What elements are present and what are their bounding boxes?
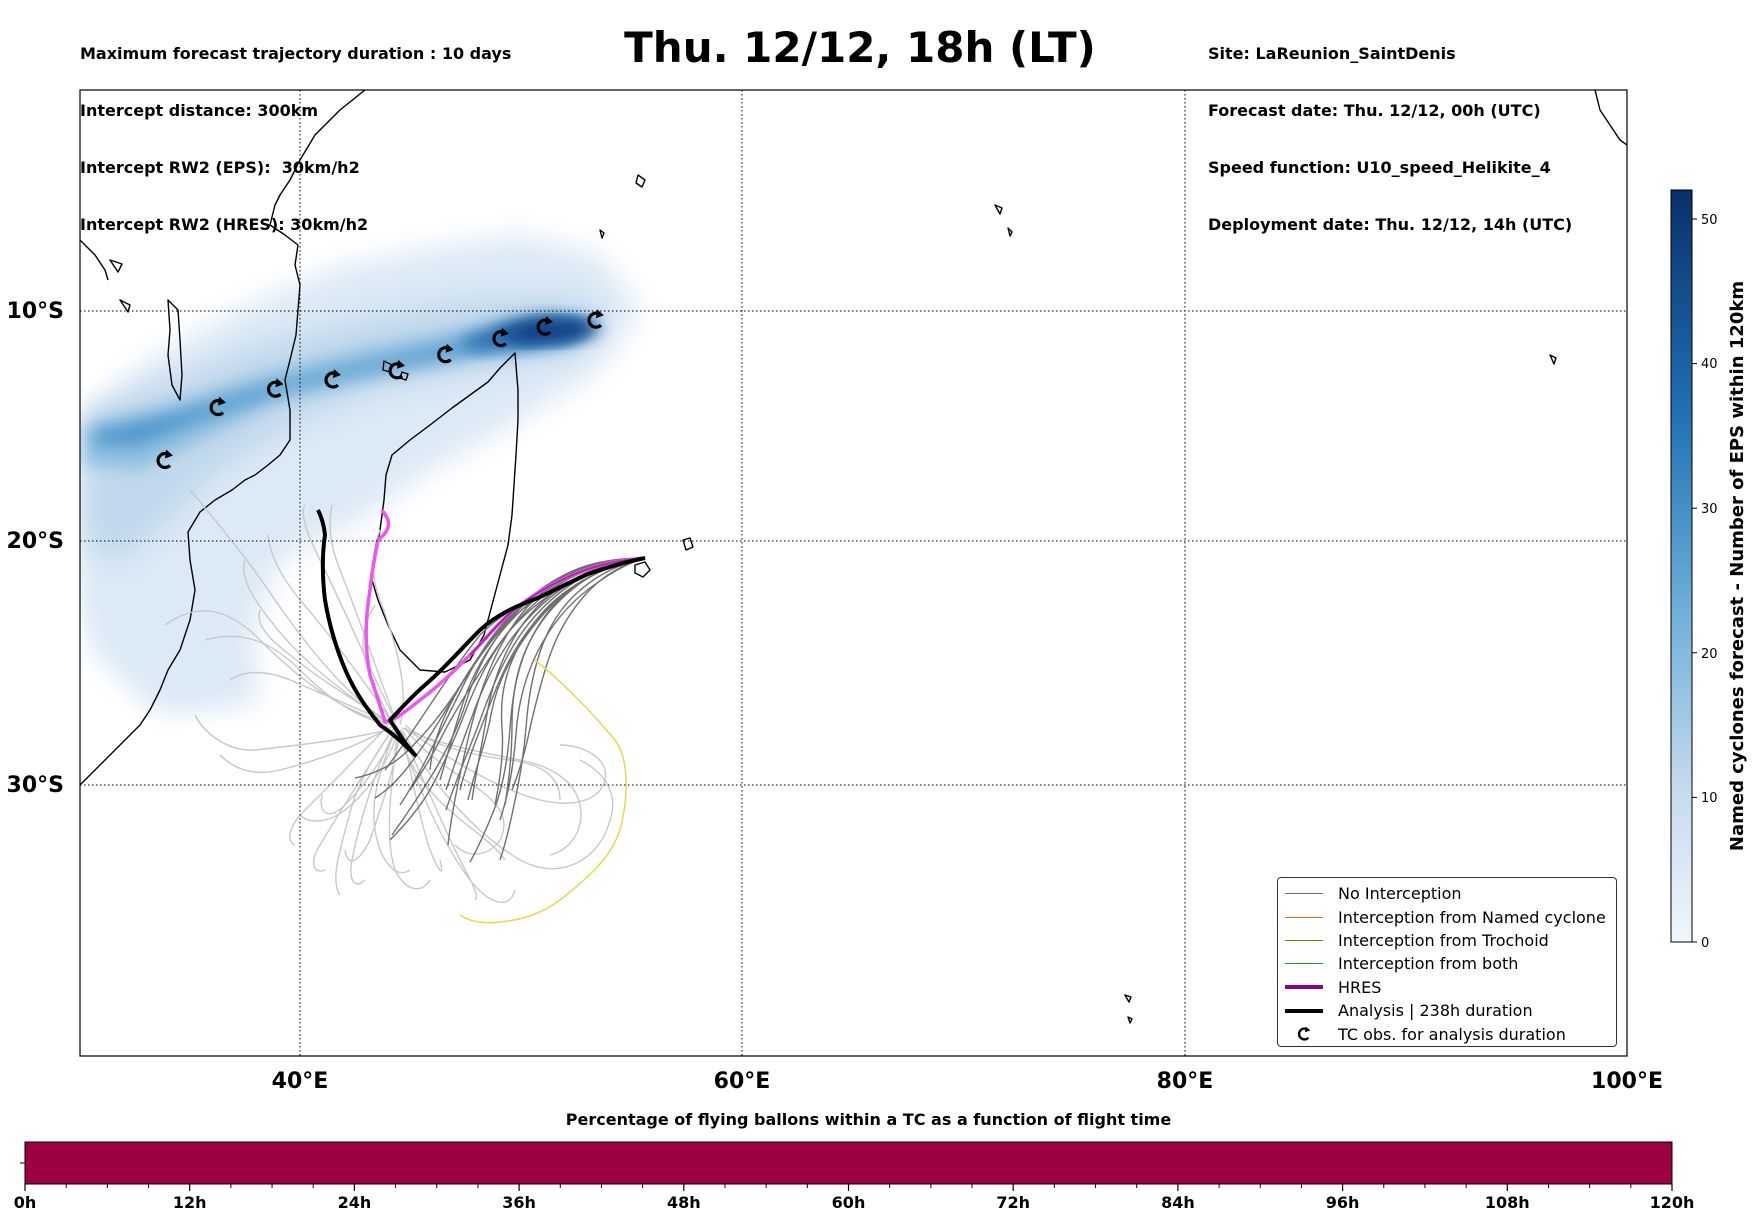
info-speed-function: Speed function: U10_speed_Helikite_4 (1208, 158, 1551, 177)
flight-time-tick-label: 48h (667, 1193, 701, 1212)
lon-label-100: 100°E (1591, 1069, 1663, 1094)
info-intercept-hres: Intercept RW2 (HRES): 30km/h2 (80, 215, 369, 234)
run-info-right: Site: LaReunion_SaintDenis Forecast date… (1208, 6, 1572, 253)
flight-time-tick-label: 96h (1326, 1193, 1360, 1212)
legend-item-both: Interception from both (1278, 952, 1616, 975)
legend-label: Analysis | 238h duration (1338, 1001, 1533, 1021)
tc-observation-icon (156, 449, 173, 470)
legend: No Interception Interception from Named … (1277, 877, 1617, 1047)
tc-observations (156, 309, 604, 470)
flight-time-bar-title: Percentage of flying ballons within a TC… (565, 1110, 1172, 1129)
legend-swatch-trochoid (1285, 939, 1323, 941)
africa-coast (80, 90, 366, 786)
colorbar: 0 10 20 30 40 50 Named cyclones forecast… (1670, 189, 1748, 951)
lon-label-40: 40°E (272, 1069, 329, 1094)
flight-time-tick-label: 12h (173, 1193, 207, 1212)
mozambique-island-coast (167, 299, 183, 401)
colorbar-tick-10: 10 (1701, 791, 1718, 806)
coastlines (80, 90, 1627, 1024)
info-deployment-date: Deployment date: Thu. 12/12, 14h (UTC) (1208, 215, 1573, 234)
mauritius-coast (682, 537, 694, 551)
reunion-coast (634, 561, 651, 578)
tc-observation-icon (267, 378, 284, 398)
colorbar-label: Named cyclones forecast - Number of EPS … (1727, 281, 1748, 851)
flight-time-tick-label: 60h (832, 1193, 866, 1212)
north-east-coast (1594, 90, 1627, 146)
legend-swatch-both (1285, 963, 1323, 965)
lat-label-30: 30°S (7, 773, 64, 798)
flight-time-bar-fill (24, 1141, 1673, 1185)
legend-item-no-interception: No Interception (1278, 882, 1616, 905)
colorbar-tick-0: 0 (1701, 936, 1709, 951)
legend-label: TC obs. for analysis duration (1338, 1024, 1566, 1044)
info-max-duration: Maximum forecast trajectory duration : 1… (80, 44, 512, 63)
legend-label: Interception from both (1338, 954, 1519, 974)
yellow-trajectory (459, 659, 627, 924)
flight-time-tick-label: 72h (996, 1193, 1030, 1212)
small-islands (109, 259, 1133, 1024)
hres-trajectory-core (469, 557, 646, 656)
lon-label-80: 80°E (1157, 1069, 1214, 1094)
flight-time-bar: 0h 12h 24h 36h 48h 60h 72h 84h 96h 108h 120h (14, 1141, 1695, 1212)
flight-time-tick-label: 0h (14, 1193, 37, 1212)
run-info-left: Maximum forecast trajectory duration : 1… (80, 6, 511, 253)
colorbar-gradient (1670, 189, 1693, 943)
legend-item-tc-obs: TC obs. for analysis duration (1278, 1022, 1616, 1045)
info-intercept-distance: Intercept distance: 300km (80, 101, 319, 120)
flight-time-tick-label: 120h (1650, 1193, 1695, 1212)
colorbar-tick-40: 40 (1701, 357, 1718, 372)
legend-item-hres: HRES (1278, 976, 1616, 999)
legend-item-named-cyclone: Interception from Named cyclone (1278, 905, 1616, 928)
tc-observation-icon (388, 359, 406, 380)
colorbar-tick-20: 20 (1701, 647, 1718, 662)
tc-observation-icon (587, 309, 604, 329)
legend-label: Interception from Named cyclone (1338, 907, 1606, 927)
flight-time-tick-label: 24h (338, 1193, 372, 1212)
info-site: Site: LaReunion_SaintDenis (1208, 44, 1456, 63)
tc-observation-icon (437, 343, 454, 364)
flight-time-tick-label: 36h (502, 1193, 536, 1212)
legend-swatch-named-cyclone (1285, 916, 1323, 918)
colorbar-tick-30: 30 (1701, 502, 1718, 517)
tc-observation-icon (324, 369, 341, 389)
tc-observation-icon (209, 396, 227, 417)
lat-label-20: 20°S (7, 529, 64, 554)
colorbar-tick-50: 50 (1701, 213, 1718, 228)
hres-trajectory (364, 509, 646, 724)
tc-observation-icon (536, 316, 554, 336)
flight-time-tick-label: 84h (1161, 1193, 1195, 1212)
lon-label-60: 60°E (714, 1069, 771, 1094)
map-area (80, 90, 1627, 1024)
map-frame (79, 89, 1628, 1057)
lat-label-10: 10°S (7, 299, 64, 324)
africa-coast-north (80, 239, 109, 281)
legend-item-analysis: Analysis | 238h duration (1278, 999, 1616, 1022)
cyclone-icon (1297, 1026, 1311, 1041)
legend-swatch-hres (1285, 985, 1323, 990)
legend-swatch-no-interception (1285, 893, 1323, 895)
legend-label: HRES (1338, 977, 1382, 997)
info-intercept-eps: Intercept RW2 (EPS): 30km/h2 (80, 158, 360, 177)
legend-label: Interception from Trochoid (1338, 930, 1549, 950)
info-forecast-date: Forecast date: Thu. 12/12, 00h (UTC) (1208, 101, 1541, 120)
page-title: Thu. 12/12, 18h (LT) (624, 23, 1096, 72)
gridlines (80, 90, 1627, 1056)
flight-time-tick-label: 108h (1485, 1193, 1530, 1212)
legend-label: No Interception (1338, 884, 1462, 904)
legend-swatch-analysis (1285, 1008, 1323, 1013)
seychelles-coast (599, 174, 1557, 365)
tc-observation-icon (492, 327, 509, 348)
analysis-trajectory (316, 509, 646, 757)
legend-item-trochoid: Interception from Trochoid (1278, 929, 1616, 952)
